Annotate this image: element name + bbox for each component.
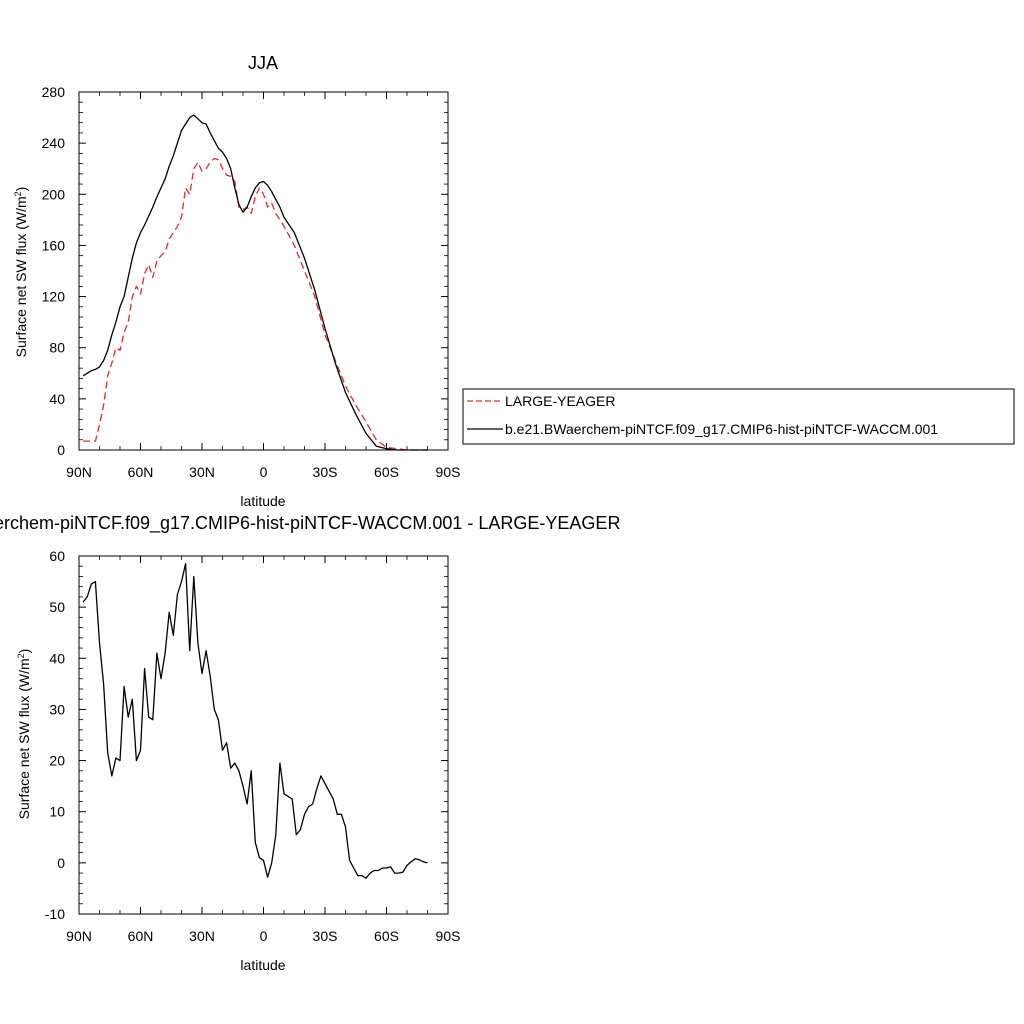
- y-tick-label: 40: [49, 650, 65, 666]
- y-tick-label: 0: [57, 442, 65, 458]
- y-tick-label: 200: [42, 186, 66, 202]
- x-tick-label: 90S: [436, 928, 461, 944]
- y-tick-label: 30: [49, 701, 65, 717]
- legend: LARGE-YEAGER b.e21.BWaerchem-piNTCF.f09_…: [462, 388, 1015, 445]
- x-tick-label: 60N: [128, 928, 154, 944]
- series-group: [82, 114, 428, 451]
- legend-entry-waccm: b.e21.BWaerchem-piNTCF.f09_g17.CMIP6-his…: [505, 421, 938, 437]
- y-tick-label: 0: [57, 855, 65, 871]
- chart-panel-bottom: b.e21.BWaerchem-piNTCF.f09_g17.CMIP6-his…: [0, 513, 620, 973]
- x-tick-label: 30N: [189, 464, 215, 480]
- x-tick-label: 60S: [374, 464, 399, 480]
- y-tick-label: 20: [49, 753, 65, 769]
- series-line-0: [83, 157, 428, 451]
- x-tick-label: 90S: [436, 464, 461, 480]
- y-tick-label: 50: [49, 599, 65, 615]
- chart-title: b.e21.BWaerchem-piNTCF.f09_g17.CMIP6-his…: [0, 513, 620, 534]
- y-tick-label: 240: [42, 135, 66, 151]
- axis-ticks: [78, 91, 449, 451]
- x-tick-label: 0: [260, 928, 268, 944]
- y-tick-label: 160: [42, 237, 66, 253]
- x-tick-label: 60S: [374, 928, 399, 944]
- tick-labels: 90N 60N 30N 0 30S 60S 90S 0 40 80 120 160 200 240 280: [42, 84, 461, 480]
- chart-panel-top: JJA Surface net SW flux (W/m2) latitude …: [13, 53, 460, 509]
- chart-title: JJA: [248, 53, 278, 73]
- x-tick-label: 30S: [313, 928, 338, 944]
- y-tick-label: 80: [49, 340, 65, 356]
- y-tick-label: 40: [49, 391, 65, 407]
- y-axis-label: Surface net SW flux (W/m2): [13, 187, 29, 358]
- y-tick-label: 60: [49, 548, 65, 564]
- x-tick-label: 30S: [313, 464, 338, 480]
- y-tick-label: 120: [42, 289, 66, 305]
- series-line-1: [82, 114, 428, 451]
- y-tick-label: -10: [45, 906, 65, 922]
- legend-entry-large-yeager: LARGE-YEAGER: [505, 393, 615, 409]
- series-line-0: [82, 563, 428, 879]
- y-axis-label: Surface net SW flux (W/m2): [16, 649, 32, 820]
- y-tick-label: 10: [49, 804, 65, 820]
- x-tick-label: 60N: [128, 464, 154, 480]
- x-tick-label: 0: [260, 464, 268, 480]
- x-tick-label: 90N: [66, 464, 92, 480]
- plot-frame: [78, 91, 449, 451]
- legend-box: [462, 388, 1015, 445]
- plot-frame: [78, 555, 449, 915]
- x-tick-label: 30N: [189, 928, 215, 944]
- x-axis-label: latitude: [240, 493, 285, 509]
- y-tick-label: 280: [42, 84, 66, 100]
- x-axis-label: latitude: [240, 957, 285, 973]
- series-group: [82, 563, 428, 879]
- axis-ticks: [78, 555, 449, 915]
- x-tick-label: 90N: [66, 928, 92, 944]
- tick-labels: 90N 60N 30N 0 30S 60S 90S -10 0 10 20 30 40 50 60: [45, 548, 461, 944]
